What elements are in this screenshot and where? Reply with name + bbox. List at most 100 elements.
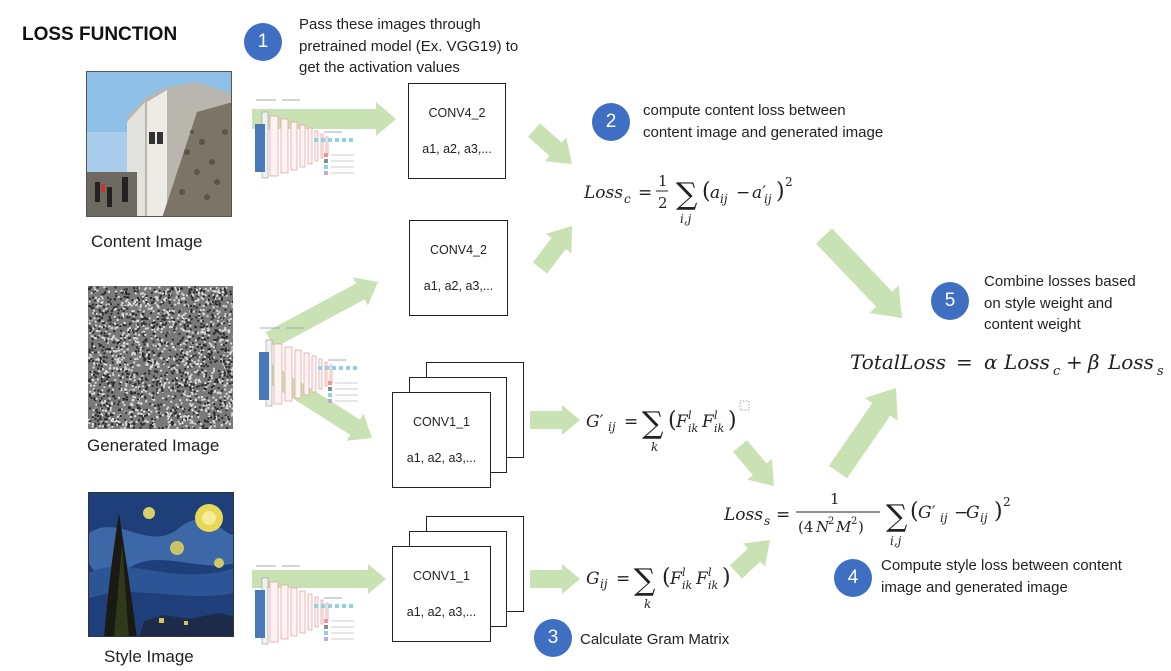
svg-text:ik: ik <box>682 579 693 592</box>
content-image-caption: Content Image <box>91 232 203 251</box>
svg-text:): ) <box>776 179 785 204</box>
svg-text:(: ( <box>662 565 671 590</box>
svg-text:=: = <box>638 183 652 203</box>
svg-text:TotalLoss: TotalLoss <box>850 350 946 374</box>
svg-text:c: c <box>1053 364 1061 379</box>
svg-text:Loss: Loss <box>723 505 763 525</box>
svg-text:=: = <box>956 350 973 374</box>
style-layer-box: CONV1_1 a1, a2, a3,... <box>392 546 491 642</box>
svg-text:k: k <box>644 597 651 611</box>
flow-arrow <box>265 277 378 348</box>
svg-text:+: + <box>1066 350 1083 374</box>
svg-text:a′: a′ <box>752 183 766 203</box>
style-gram-formula: G ij = ∑ k ( F l ik F l ik ) <box>586 563 731 611</box>
svg-text:): ) <box>722 565 731 590</box>
svg-text:G′: G′ <box>918 503 936 523</box>
svg-text:(: ( <box>702 179 711 204</box>
svg-text:ij: ij <box>720 192 728 206</box>
generated-image-caption: Generated Image <box>87 436 220 455</box>
generated-content-layer-box: CONV4_2 a1, a2, a3,... <box>409 220 508 316</box>
svg-text:ij: ij <box>608 420 616 434</box>
svg-text:ij: ij <box>940 511 948 525</box>
svg-text:l: l <box>708 566 712 579</box>
svg-text:2: 2 <box>785 175 793 189</box>
layer-name: CONV1_1 <box>413 415 470 429</box>
svg-text:G: G <box>586 569 600 589</box>
svg-text:M: M <box>835 518 852 536</box>
step-1-text: Pass these images through pretrained mod… <box>299 16 519 76</box>
step-3-text: Calculate Gram Matrix <box>580 631 730 648</box>
layer-name: CONV4_2 <box>428 106 486 120</box>
flow-arrow <box>733 440 774 486</box>
svg-text:F: F <box>669 569 683 589</box>
svg-text:ik: ik <box>714 422 725 435</box>
svg-text:(4: (4 <box>798 518 813 536</box>
content-layer-box: CONV4_2 a1, a2, a3,... <box>408 83 506 179</box>
layer-name: CONV1_1 <box>413 569 470 583</box>
flow-arrow <box>527 123 572 164</box>
svg-text:∑: ∑ <box>642 406 664 441</box>
layer-name: CONV4_2 <box>430 243 487 257</box>
activation-values: a1, a2, a3,... <box>406 451 477 465</box>
vgg-network-thumbnail <box>254 94 364 180</box>
svg-text:i,j: i,j <box>890 534 902 548</box>
svg-text:1: 1 <box>658 172 668 190</box>
activation-values: a1, a2, a3,... <box>422 142 492 156</box>
step-5-badge: 5 <box>931 282 969 320</box>
svg-text:G′: G′ <box>586 412 604 432</box>
svg-text:ij: ij <box>764 192 772 206</box>
svg-text:a: a <box>710 183 720 203</box>
svg-text:F: F <box>675 412 689 432</box>
svg-text:i,j: i,j <box>680 212 692 226</box>
svg-text:F: F <box>701 412 715 432</box>
svg-text:2: 2 <box>851 516 857 527</box>
style-loss-formula: Loss s = 1 (4 N 2 M 2 ) ∑ i,j ( G′ ij − … <box>723 490 1011 548</box>
svg-text:∑: ∑ <box>886 499 908 534</box>
svg-text:): ) <box>858 518 864 536</box>
activation-values: a1, a2, a3,... <box>423 279 494 293</box>
svg-text:=: = <box>616 569 630 589</box>
svg-text:k: k <box>651 440 658 454</box>
step-2-badge: 2 <box>592 103 630 141</box>
svg-text:2: 2 <box>828 516 834 527</box>
svg-text:ik: ik <box>708 579 719 592</box>
flow-arrow <box>530 405 580 435</box>
svg-text:(: ( <box>668 408 677 433</box>
page-title: LOSS FUNCTION <box>22 24 178 45</box>
svg-text:∑: ∑ <box>634 563 656 598</box>
step-4-text: Compute style loss between content image… <box>881 557 1122 596</box>
activation-values: a1, a2, a3,... <box>406 605 477 619</box>
step-4-badge: 4 <box>834 559 872 597</box>
flow-arrow <box>532 226 572 274</box>
svg-text:l: l <box>688 409 692 422</box>
flow-arrow <box>530 564 580 594</box>
svg-text:Loss: Loss <box>1003 350 1050 374</box>
svg-text:=: = <box>776 505 790 525</box>
svg-text:α: α <box>984 350 998 374</box>
step-1-badge: 1 <box>244 23 282 61</box>
flow-arrow <box>729 540 770 579</box>
step-2-text: compute content loss between content ima… <box>643 102 884 141</box>
svg-text:ik: ik <box>688 422 699 435</box>
style-image <box>88 492 234 637</box>
svg-text:ij: ij <box>980 511 988 525</box>
svg-text:l: l <box>682 566 686 579</box>
svg-text:F: F <box>695 569 709 589</box>
flow-arrow <box>828 388 898 479</box>
svg-text:G: G <box>966 503 980 523</box>
svg-text:Loss: Loss <box>583 183 623 203</box>
content-loss-formula: Loss c = 1 2 ∑ i,j ( a ij − a′ ij ) 2 <box>583 172 793 226</box>
vgg-network-thumbnail <box>258 322 368 408</box>
generated-style-layer-box: CONV1_1 a1, a2, a3,... <box>392 392 491 488</box>
svg-text:2: 2 <box>658 194 668 212</box>
total-loss-formula: TotalLoss = α Loss c + β Loss s <box>850 350 1164 379</box>
svg-text:−: − <box>736 183 750 203</box>
svg-text:=: = <box>624 412 638 432</box>
svg-text:): ) <box>994 499 1003 524</box>
svg-text:2: 2 <box>1003 495 1011 509</box>
step-3-badge: 3 <box>534 619 572 657</box>
svg-text:): ) <box>728 408 737 433</box>
flow-arrow <box>816 228 902 318</box>
svg-text:∑: ∑ <box>676 177 698 212</box>
svg-text:1: 1 <box>830 490 840 508</box>
